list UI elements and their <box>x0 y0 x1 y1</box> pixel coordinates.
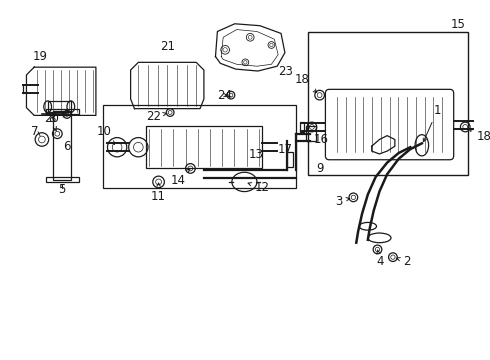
Text: 10: 10 <box>96 125 115 144</box>
Text: 20: 20 <box>44 112 66 125</box>
Text: 22: 22 <box>146 110 167 123</box>
Text: 2: 2 <box>396 255 410 267</box>
Text: 7: 7 <box>31 125 39 138</box>
Bar <box>102 105 295 188</box>
Bar <box>48 101 71 112</box>
Text: 9: 9 <box>316 162 323 175</box>
Bar <box>53 111 71 180</box>
Bar <box>46 109 78 114</box>
Text: 19: 19 <box>32 50 48 63</box>
Text: 14: 14 <box>171 169 190 186</box>
Bar <box>308 32 468 175</box>
Bar <box>146 126 262 168</box>
Text: 18: 18 <box>469 129 490 143</box>
Text: 6: 6 <box>63 140 71 153</box>
Text: 13: 13 <box>248 148 264 161</box>
Text: 5: 5 <box>58 183 66 196</box>
Bar <box>46 177 78 182</box>
Text: 21: 21 <box>160 40 175 53</box>
Text: 8: 8 <box>48 112 56 130</box>
Text: 24: 24 <box>218 89 233 102</box>
Text: 17: 17 <box>277 143 293 156</box>
Text: 15: 15 <box>451 18 466 31</box>
Text: 1: 1 <box>423 104 441 142</box>
Bar <box>287 152 293 167</box>
Bar <box>300 122 304 132</box>
Text: 4: 4 <box>377 250 384 269</box>
Text: 12: 12 <box>248 181 270 194</box>
Text: 16: 16 <box>314 133 329 146</box>
Bar <box>475 120 480 130</box>
Text: 23: 23 <box>278 64 294 77</box>
Bar <box>306 126 316 141</box>
Text: 18: 18 <box>295 73 317 93</box>
Text: 11: 11 <box>151 183 166 203</box>
Text: 3: 3 <box>335 195 350 208</box>
